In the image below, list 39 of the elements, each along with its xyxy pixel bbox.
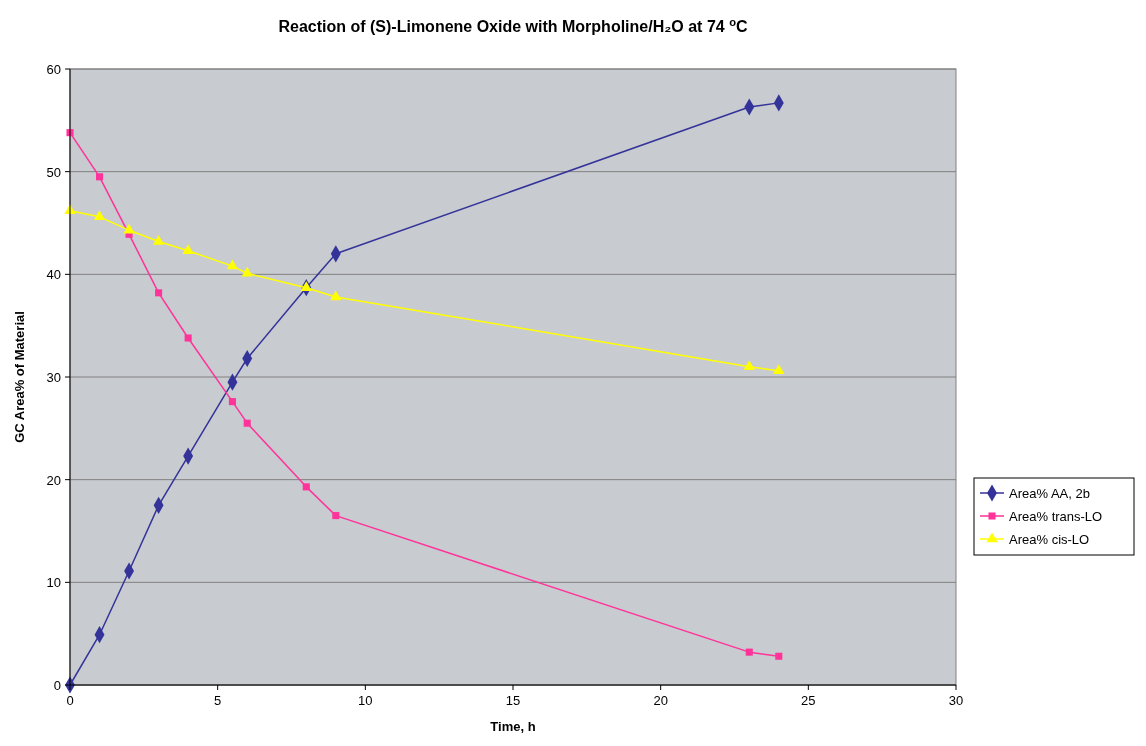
point	[184, 334, 192, 342]
y-tick-label: 10	[46, 575, 61, 591]
point	[228, 398, 236, 406]
point	[226, 259, 239, 270]
point	[332, 512, 340, 520]
point	[743, 360, 755, 370]
point	[93, 210, 106, 221]
x-tick-label: 15	[505, 693, 521, 708]
point	[241, 266, 253, 277]
y-axis-title: GC Area% of Material	[12, 311, 27, 443]
point	[96, 173, 104, 181]
x-tick-label: 20	[653, 693, 668, 708]
point	[745, 648, 753, 656]
point	[243, 419, 251, 427]
legend-label: Area% trans-LO	[1009, 509, 1103, 524]
x-axis-title: Time, h	[490, 719, 536, 734]
point	[330, 290, 342, 301]
x-tick-label: 10	[358, 693, 373, 708]
y-tick-label: 0	[53, 678, 61, 693]
y-tick-label: 60	[46, 62, 61, 77]
point	[775, 652, 783, 660]
point	[123, 223, 135, 234]
x-tick-label: 0	[66, 693, 74, 708]
y-tick-label: 30	[46, 370, 61, 385]
x-tick-label: 5	[214, 693, 222, 708]
y-tick-label: 20	[46, 472, 61, 488]
point	[155, 289, 163, 297]
x-tick-label: 30	[948, 693, 964, 708]
chart-title: Reaction of (S)-Limonene Oxide with Morpholine/H₂O at 74 $^{o}$C	[278, 16, 748, 35]
point	[773, 364, 785, 375]
point	[152, 234, 165, 245]
point	[182, 244, 194, 254]
y-tick-label: 40	[46, 267, 61, 283]
legend-label: Area% AA, 2b	[1009, 486, 1090, 501]
x-tick-label: 25	[801, 693, 816, 708]
y-tick-label: 50	[46, 164, 61, 180]
point	[302, 483, 310, 491]
legend-label: Area% cis-LO	[1009, 532, 1090, 547]
point	[300, 281, 312, 291]
